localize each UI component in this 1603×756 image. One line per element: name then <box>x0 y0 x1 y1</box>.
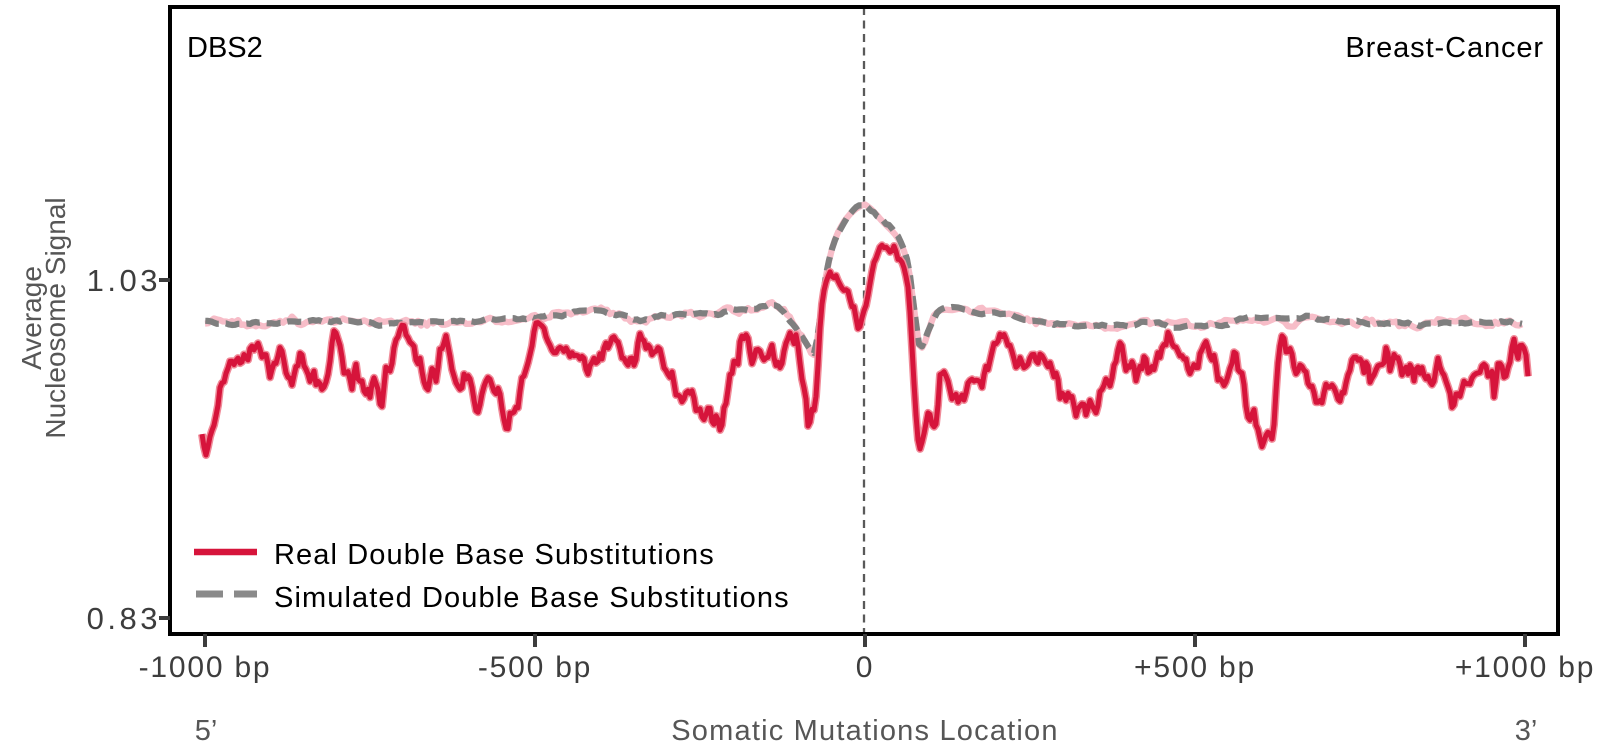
svg-text:0: 0 <box>856 651 875 684</box>
svg-text:Breast-Cancer: Breast-Cancer <box>1345 32 1544 64</box>
svg-text:DBS2: DBS2 <box>187 32 263 64</box>
svg-text:Real Double Base Substitutions: Real Double Base Substitutions <box>274 539 715 571</box>
svg-text:+500 bp: +500 bp <box>1134 651 1256 684</box>
svg-text:1.03: 1.03 <box>87 263 161 298</box>
svg-text:Nucleosome Signal: Nucleosome Signal <box>40 197 71 438</box>
svg-text:-500 bp: -500 bp <box>478 651 592 684</box>
svg-text:5’: 5’ <box>195 715 218 747</box>
svg-text:-1000 bp: -1000 bp <box>139 651 272 684</box>
svg-text:+1000 bp: +1000 bp <box>1455 651 1595 684</box>
svg-text:0.83: 0.83 <box>87 601 161 636</box>
svg-text:Simulated Double Base Substitu: Simulated Double Base Substitutions <box>274 582 790 614</box>
svg-text:Somatic Mutations Location: Somatic Mutations Location <box>671 715 1058 747</box>
svg-text:3’: 3’ <box>1515 715 1538 747</box>
svg-text:Average: Average <box>16 266 47 370</box>
